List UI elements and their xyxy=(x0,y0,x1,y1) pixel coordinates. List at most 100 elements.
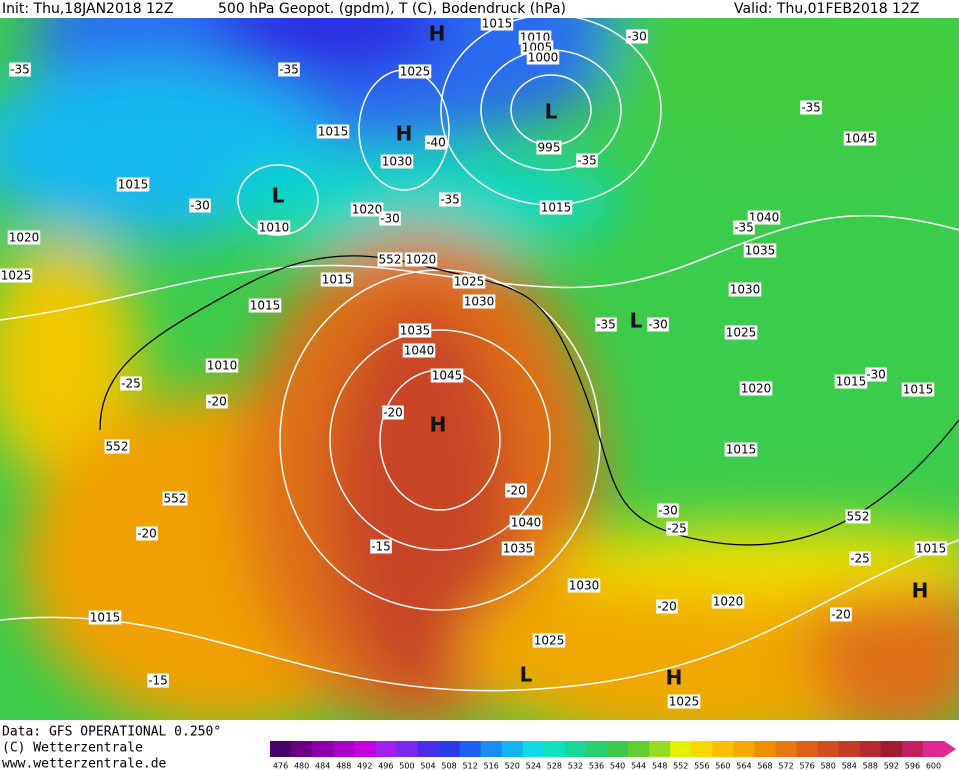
contour-label: 1010 xyxy=(259,221,290,235)
colorbar-label: 560 xyxy=(715,762,730,770)
colorbar-box xyxy=(564,741,587,757)
contour-label: -30 xyxy=(866,368,886,382)
pressure-center: H xyxy=(430,413,447,437)
contour-label: 1040 xyxy=(511,516,542,530)
contour-label: 1015 xyxy=(250,299,281,313)
label-box xyxy=(865,367,887,382)
map-field xyxy=(0,18,959,720)
colorbar-label: 476 xyxy=(273,762,288,770)
pressure-center: L xyxy=(630,309,643,333)
label-box xyxy=(425,135,447,150)
label-box xyxy=(595,317,617,332)
label-box xyxy=(147,673,169,688)
data-source: Data: GFS OPERATIONAL 0.250° xyxy=(2,725,221,740)
label-box xyxy=(430,368,464,383)
contour-label: -35 xyxy=(596,318,616,332)
label-box xyxy=(505,483,527,498)
colorbar-box xyxy=(607,741,629,757)
label-box xyxy=(501,541,535,556)
colorbar-label: 532 xyxy=(568,762,583,770)
contour-label: -20 xyxy=(207,395,227,409)
contour-label: -30 xyxy=(380,212,400,226)
colorbar-label: 484 xyxy=(315,762,330,770)
map-title: 500 hPa Geopot. (gpdm), T (C), Bodendruc… xyxy=(218,1,566,17)
colorbar-box xyxy=(333,741,355,757)
contour-label: 1020 xyxy=(9,231,40,245)
label-box xyxy=(739,381,773,396)
label-box xyxy=(901,382,935,397)
contour-label: -20 xyxy=(137,527,157,541)
contour-label: 1015 xyxy=(903,383,934,397)
contour-label: 1015 xyxy=(318,125,349,139)
contour-label: 1015 xyxy=(482,17,513,31)
colorbar-box xyxy=(691,741,713,757)
colorbar-box xyxy=(438,741,461,757)
contour-label: 1015 xyxy=(726,443,757,457)
pressure-center: H xyxy=(396,122,413,146)
colorbar-box xyxy=(649,741,671,757)
colorbar-label: 600 xyxy=(926,762,941,770)
label-box xyxy=(539,200,573,215)
colorbar-box xyxy=(417,741,439,757)
colorbar: 476 480 484 488 492 496 500 504 508 512 516 520 524 5… xyxy=(270,741,956,770)
label-box xyxy=(402,343,436,358)
label-box xyxy=(116,177,150,192)
contour-label: -35 xyxy=(440,193,460,207)
label-box xyxy=(843,131,877,146)
contour-label: 1025 xyxy=(534,634,565,648)
colorbar-end xyxy=(944,741,956,757)
contour-label: 995 xyxy=(538,141,561,155)
colorbar-box xyxy=(859,741,882,757)
colorbar-box xyxy=(270,741,292,757)
label-box xyxy=(800,100,822,115)
contour-label: 552 xyxy=(106,440,129,454)
colorbar-box xyxy=(712,741,734,757)
label-box xyxy=(849,551,871,566)
contour-label: 1030 xyxy=(730,283,761,297)
label-box xyxy=(480,16,514,31)
label-box xyxy=(567,578,601,593)
contour-label: 1025 xyxy=(454,275,485,289)
contour-label: -20 xyxy=(506,484,526,498)
contour-label: 1020 xyxy=(406,253,437,267)
label-box xyxy=(728,282,762,297)
contour-label: -30 xyxy=(648,318,668,332)
colorbar-label: 556 xyxy=(694,762,709,770)
label-box xyxy=(7,230,41,245)
contour-label: 1030 xyxy=(382,155,413,169)
label-box xyxy=(647,317,669,332)
colorbar-box xyxy=(354,741,376,757)
label-box xyxy=(379,211,401,226)
contour-label: 1020 xyxy=(741,382,772,396)
colorbar-label: 528 xyxy=(547,762,562,770)
colorbar-label: 540 xyxy=(610,762,625,770)
colorbar-label: 576 xyxy=(799,762,814,770)
contour-label: 1040 xyxy=(404,344,435,358)
label-box xyxy=(162,491,188,506)
label-box xyxy=(657,503,679,518)
contour-label: 1035 xyxy=(503,542,534,556)
pressure-center: H xyxy=(429,22,446,46)
colorbar-label: 536 xyxy=(589,762,604,770)
label-box xyxy=(248,298,282,313)
colorbar-box xyxy=(375,741,397,757)
colorbar-label: 512 xyxy=(462,762,477,770)
label-box xyxy=(120,376,142,391)
contour-label: -35 xyxy=(801,101,821,115)
colorbar-label: 516 xyxy=(484,762,499,770)
label-box xyxy=(350,202,384,217)
contour-label: 1025 xyxy=(669,695,700,709)
contour-label: -35 xyxy=(10,63,30,77)
colorbar-label: 592 xyxy=(884,762,899,770)
contour-label: 1025 xyxy=(1,269,32,283)
label-box xyxy=(9,62,31,77)
colorbar-label: 492 xyxy=(357,762,372,770)
colorbar-box xyxy=(880,741,903,757)
colorbar-label: 564 xyxy=(736,762,751,770)
colorbar-box xyxy=(291,741,313,757)
label-box xyxy=(526,50,560,65)
contour-label: -25 xyxy=(850,552,870,566)
label-box xyxy=(206,394,228,409)
